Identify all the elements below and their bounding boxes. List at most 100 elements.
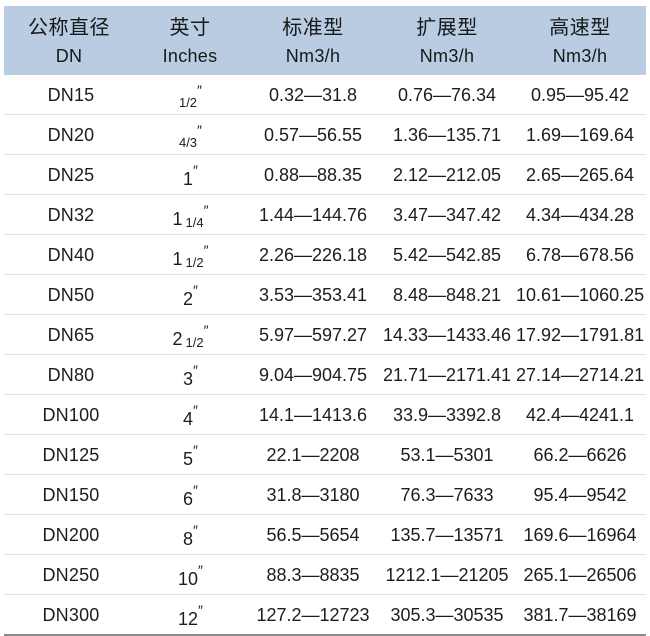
cell-high-speed: 10.61—1060.25 (514, 274, 646, 315)
cell-extended: 33.9—3392.8 (380, 394, 514, 435)
cell-dn: DN25 (4, 154, 134, 195)
cell-dn: DN40 (4, 234, 134, 275)
flow-range-table: 公称直径 DN 英寸 Inches 标准型 Nm3/h 扩展型 Nm3/h 高速… (4, 6, 646, 636)
cell-inches: 2 1/2″ (134, 314, 246, 355)
table-row: DN300 12″ 127.2—12723 305.3—30535 381.7—3816… (4, 594, 646, 636)
column-header-dn-en: DN (55, 45, 83, 66)
table-row: DN250 10″ 88.3—8835 1212.1—21205 265.1—26506 (4, 554, 646, 595)
cell-dn: DN65 (4, 314, 134, 355)
cell-high-speed: 42.4—4241.1 (514, 394, 646, 435)
cell-high-speed: 27.14—2714.21 (514, 354, 646, 395)
cell-dn: DN15 (4, 75, 134, 115)
cell-dn: DN50 (4, 274, 134, 315)
cell-high-speed: 2.65—265.64 (514, 154, 646, 195)
table-row: DN40 1 1/2″ 2.26—226.18 5.42—542.85 6.78—678.… (4, 234, 646, 275)
cell-high-speed: 381.7—38169 (514, 594, 646, 636)
cell-extended: 14.33—1433.46 (380, 314, 514, 355)
cell-standard: 5.97—597.27 (246, 314, 380, 355)
cell-dn: DN125 (4, 434, 134, 475)
column-header-extended: 扩展型 Nm3/h (380, 6, 514, 75)
cell-inches: 4/3″ (134, 114, 246, 155)
cell-inches: 8″ (134, 514, 246, 555)
column-header-standard-unit: Nm3/h (285, 45, 341, 66)
cell-standard: 88.3—8835 (246, 554, 380, 595)
table-row: DN80 3″ 9.04—904.75 21.71—2171.41 27.14—2714… (4, 354, 646, 395)
cell-high-speed: 66.2—6626 (514, 434, 646, 475)
cell-inches: 4″ (134, 394, 246, 435)
cell-dn: DN80 (4, 354, 134, 395)
column-header-inches-en: Inches (162, 45, 218, 66)
cell-standard: 3.53—353.41 (246, 274, 380, 315)
cell-extended: 0.76—76.34 (380, 75, 514, 115)
cell-extended: 1212.1—21205 (380, 554, 514, 595)
cell-extended: 53.1—5301 (380, 434, 514, 475)
table-row: DN32 1 1/4″ 1.44—144.76 3.47—347.42 4.34—434.… (4, 194, 646, 235)
cell-extended: 1.36—135.71 (380, 114, 514, 155)
cell-inches: 1/2″ (134, 75, 246, 115)
cell-dn: DN20 (4, 114, 134, 155)
cell-standard: 2.26—226.18 (246, 234, 380, 275)
table-row: DN100 4″ 14.1—1413.6 33.9—3392.8 42.4—4241.1 (4, 394, 646, 435)
cell-extended: 21.71—2171.41 (380, 354, 514, 395)
cell-standard: 22.1—2208 (246, 434, 380, 475)
cell-standard: 31.8—3180 (246, 474, 380, 515)
cell-extended: 5.42—542.85 (380, 234, 514, 275)
column-header-dn-cn: 公称直径 (28, 16, 110, 39)
cell-standard: 56.5—5654 (246, 514, 380, 555)
table-header: 公称直径 DN 英寸 Inches 标准型 Nm3/h 扩展型 Nm3/h 高速… (4, 6, 646, 75)
header-row: 公称直径 DN 英寸 Inches 标准型 Nm3/h 扩展型 Nm3/h 高速… (4, 6, 646, 75)
column-header-dn: 公称直径 DN (4, 6, 134, 75)
cell-dn: DN300 (4, 594, 134, 636)
cell-extended: 3.47—347.42 (380, 194, 514, 235)
cell-inches: 1 1/2″ (134, 234, 246, 275)
cell-inches: 6″ (134, 474, 246, 515)
column-header-inches: 英寸 Inches (134, 6, 246, 75)
cell-standard: 0.57—56.55 (246, 114, 380, 155)
table-row: DN25 1″ 0.88—88.35 2.12—212.05 2.65—265.64 (4, 154, 646, 195)
table-row: DN50 2″ 3.53—353.41 8.48—848.21 10.61—1060.2… (4, 274, 646, 315)
cell-extended: 8.48—848.21 (380, 274, 514, 315)
cell-inches: 3″ (134, 354, 246, 395)
cell-inches: 12″ (134, 594, 246, 636)
cell-dn: DN150 (4, 474, 134, 515)
cell-extended: 76.3—7633 (380, 474, 514, 515)
cell-inches: 1″ (134, 154, 246, 195)
cell-inches: 2″ (134, 274, 246, 315)
column-header-standard: 标准型 Nm3/h (246, 6, 380, 75)
cell-extended: 135.7—13571 (380, 514, 514, 555)
cell-high-speed: 265.1—26506 (514, 554, 646, 595)
table-row: DN20 4/3″ 0.57—56.55 1.36—135.71 1.69—169.64 (4, 114, 646, 155)
cell-dn: DN32 (4, 194, 134, 235)
cell-high-speed: 6.78—678.56 (514, 234, 646, 275)
spec-sheet: 公称直径 DN 英寸 Inches 标准型 Nm3/h 扩展型 Nm3/h 高速… (4, 6, 646, 636)
cell-inches: 10″ (134, 554, 246, 595)
table-row: DN200 8″ 56.5—5654 135.7—13571 169.6—16964 (4, 514, 646, 555)
cell-high-speed: 95.4—9542 (514, 474, 646, 515)
cell-high-speed: 17.92—1791.81 (514, 314, 646, 355)
cell-dn: DN250 (4, 554, 134, 595)
table-body: DN15 1/2″ 0.32—31.8 0.76—76.34 0.95—95.42 DN2… (4, 75, 646, 636)
column-header-high-speed: 高速型 Nm3/h (514, 6, 646, 75)
column-header-inches-cn: 英寸 (169, 16, 211, 39)
cell-standard: 14.1—1413.6 (246, 394, 380, 435)
cell-standard: 9.04—904.75 (246, 354, 380, 395)
cell-extended: 2.12—212.05 (380, 154, 514, 195)
cell-dn: DN100 (4, 394, 134, 435)
cell-extended: 305.3—30535 (380, 594, 514, 636)
cell-standard: 0.88—88.35 (246, 154, 380, 195)
cell-inches: 5″ (134, 434, 246, 475)
cell-inches: 1 1/4″ (134, 194, 246, 235)
cell-standard: 0.32—31.8 (246, 75, 380, 115)
cell-high-speed: 1.69—169.64 (514, 114, 646, 155)
cell-standard: 1.44—144.76 (246, 194, 380, 235)
table-row: DN65 2 1/2″ 5.97—597.27 14.33—1433.46 17.92—1… (4, 314, 646, 355)
column-header-high-speed-unit: Nm3/h (552, 45, 608, 66)
cell-standard: 127.2—12723 (246, 594, 380, 636)
cell-high-speed: 4.34—434.28 (514, 194, 646, 235)
cell-high-speed: 0.95—95.42 (514, 75, 646, 115)
table-row: DN15 1/2″ 0.32—31.8 0.76—76.34 0.95—95.42 (4, 75, 646, 115)
column-header-high-speed-cn: 高速型 (549, 16, 611, 39)
table-row: DN150 6″ 31.8—3180 76.3—7633 95.4—9542 (4, 474, 646, 515)
column-header-standard-cn: 标准型 (282, 16, 344, 39)
cell-high-speed: 169.6—16964 (514, 514, 646, 555)
